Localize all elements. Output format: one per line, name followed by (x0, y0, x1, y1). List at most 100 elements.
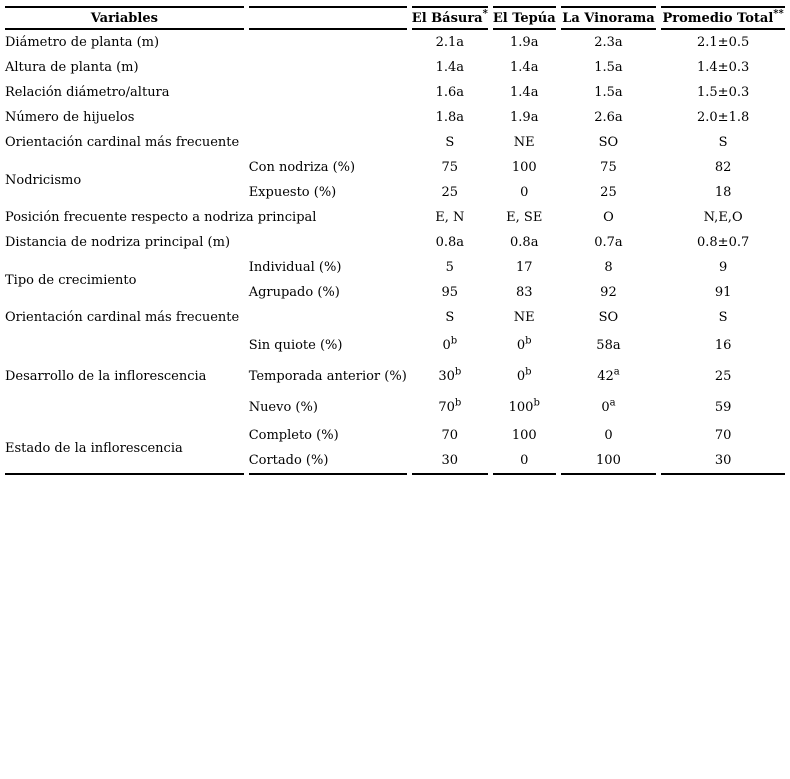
variable-cell: Relación diámetro/altura (5, 85, 170, 100)
value-cell: 75 (441, 160, 459, 175)
value-cell: 1.5a (594, 60, 623, 75)
value-cell: 58a (596, 338, 621, 353)
value-cell: 100 (560, 448, 657, 475)
value-cell: 25 (714, 369, 732, 384)
value-cell: 1.9a (510, 35, 539, 50)
table-row: Agrupado (%) 95 83 92 91 (5, 280, 785, 305)
value-cell: 30b (438, 366, 462, 384)
stat-letter: b (525, 366, 532, 378)
value-cell: 0a (601, 397, 616, 415)
value-cell: 42a (597, 366, 620, 384)
column-header-site-vinorama: La Vinorama (560, 6, 657, 30)
value-cell: 70b (438, 397, 462, 415)
footnote-marker: ** (773, 8, 784, 20)
sub-variable-cell: Individual (%) (248, 260, 342, 275)
variable-cell: Posición frecuente respecto a nodriza pr… (5, 210, 317, 225)
value-cell: 70 (714, 428, 732, 443)
value-cell: SO (598, 135, 619, 150)
value-cell: 91 (714, 285, 732, 300)
table-row: Estado de la inflorescencia Completo (%)… (5, 423, 785, 475)
value-cell: 2.1a (435, 35, 465, 50)
value-cell: 1.9a (510, 110, 539, 125)
value-cell: 2.0±1.8 (697, 110, 750, 125)
value-cell: S (718, 310, 728, 325)
column-header-subvariable (248, 6, 407, 30)
stat-letter: b (454, 397, 462, 409)
value-cell: 0b (442, 335, 458, 353)
results-table: Variables El Básura* El Tepúa La Vinoram… (0, 6, 790, 475)
variable-cell: Distancia de nodriza principal (m) (5, 235, 231, 250)
value-cell: 5 (445, 260, 454, 275)
value-cell: 8 (604, 260, 613, 275)
value-cell: 100 (511, 160, 537, 175)
table-row: Expuesto (%) 25 0 25 18 (5, 180, 785, 205)
table-row: Altura de planta (m) 1.4a 1.4a 1.5a 1.4±… (5, 55, 785, 80)
value-cell: 2.1±0.5 (697, 35, 750, 50)
value-cell: O (603, 210, 614, 225)
table-row: Posición frecuente respecto a nodriza pr… (5, 205, 785, 230)
value-cell: S (445, 310, 455, 325)
value-cell: 0.7a (594, 235, 623, 250)
value-cell: 95 (441, 285, 459, 300)
value-cell: E, SE (506, 210, 543, 225)
table-row: Desarrollo de la inflorescencia Sin quio… (5, 330, 785, 384)
table-row: Tipo de crecimiento Individual (%) 5 17 … (5, 255, 785, 288)
variable-cell: Número de hijuelos (5, 110, 135, 125)
header-row: Variables El Básura* El Tepúa La Vinoram… (5, 6, 785, 30)
stat-letter: a (613, 366, 620, 378)
value-cell: 1.4a (435, 60, 465, 75)
table-row: Temporada anterior (%) 30b 0b 42a 25 (5, 361, 785, 392)
value-cell: 70 (441, 428, 459, 443)
value-cell: 0 (520, 185, 529, 200)
value-cell: 0.8±0.7 (697, 235, 750, 250)
value-cell: 82 (714, 160, 732, 175)
value-cell: 92 (600, 285, 617, 300)
variable-cell: Nodricismo (5, 172, 82, 188)
value-cell: 1.5±0.3 (697, 85, 750, 100)
value-cell: S (445, 135, 455, 150)
stat-letter: b (454, 366, 462, 378)
table-row: Número de hijuelos 1.8a 1.9a 2.6a 2.0±1.… (5, 105, 785, 130)
value-cell: 30 (411, 448, 488, 475)
value-cell: 100 (511, 428, 537, 443)
sub-variable-cell: Con nodriza (%) (248, 160, 356, 175)
table-row: Distancia de nodriza principal (m) 0.8a … (5, 230, 785, 255)
value-cell: 9 (718, 260, 728, 275)
value-cell: 1.4±0.3 (697, 60, 750, 75)
value-cell: 83 (515, 285, 533, 300)
value-cell: 75 (600, 160, 617, 175)
table-row: Nuevo (%) 70b 100b 0a 59 (5, 392, 785, 423)
sub-variable-cell: Temporada anterior (%) (248, 369, 407, 384)
variable-cell: Diámetro de planta (m) (5, 35, 160, 50)
value-cell: S (718, 135, 728, 150)
value-cell: 0b (516, 366, 532, 384)
stat-letter: b (525, 335, 532, 347)
value-cell: 30 (661, 448, 785, 475)
value-cell: 0b (516, 335, 532, 353)
variable-cell: Orientación cardinal más frecuente (5, 310, 240, 325)
value-cell: E, N (435, 210, 465, 225)
table-row: Orientación cardinal más frecuente S NE … (5, 305, 785, 330)
sub-variable-cell: Expuesto (%) (248, 185, 337, 200)
value-cell: 1.8a (435, 110, 465, 125)
value-cell: 16 (714, 338, 732, 353)
sub-variable-cell: Agrupado (%) (248, 285, 340, 300)
value-cell: 1.5a (594, 85, 623, 100)
value-cell: 25 (441, 185, 459, 200)
table-row: Nodricismo Con nodriza (%) 75 100 75 82 (5, 155, 785, 188)
column-header-promedio-total: Promedio Total** (661, 6, 785, 30)
value-cell: 25 (600, 185, 617, 200)
value-cell: 1.4a (510, 60, 539, 75)
stat-letter: b (533, 397, 540, 409)
column-header-site-basura: El Básura* (411, 6, 488, 30)
value-cell: 0 (492, 448, 556, 475)
value-cell: N,E,O (703, 210, 743, 225)
variable-cell: Tipo de crecimiento (5, 272, 137, 288)
variable-cell: Desarrollo de la inflorescencia (5, 369, 207, 384)
value-cell: 1.6a (435, 85, 465, 100)
variable-cell: Estado de la inflorescencia (5, 423, 244, 475)
table-row: Cortado (%) 30 0 100 30 (5, 448, 785, 475)
sub-variable-cell: Cortado (%) (248, 448, 407, 475)
value-cell: 2.3a (594, 35, 623, 50)
sub-variable-cell: Nuevo (%) (248, 400, 318, 415)
